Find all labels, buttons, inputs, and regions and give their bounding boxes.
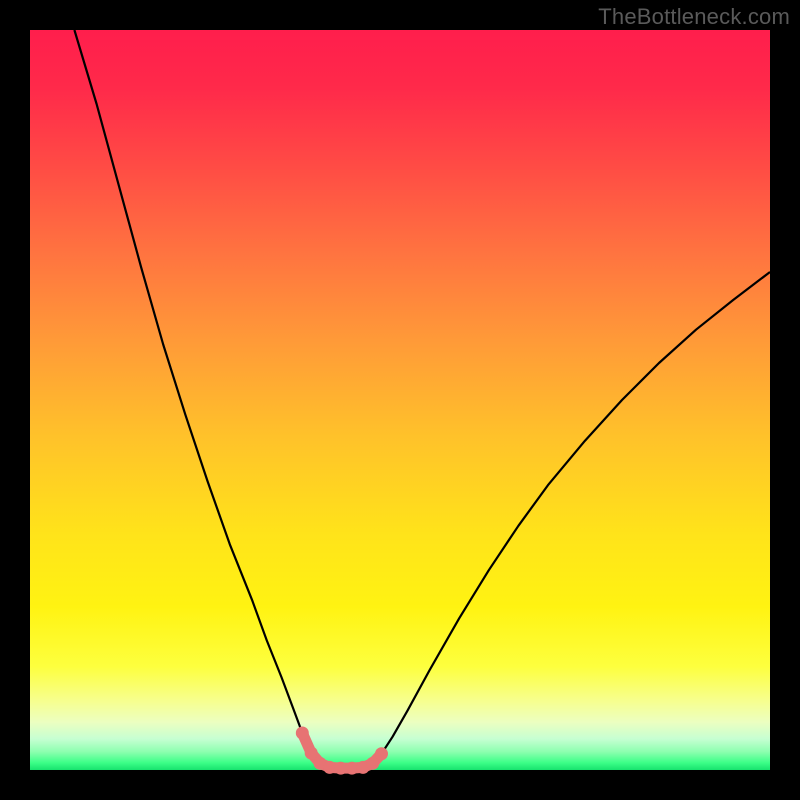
plot-area [30,30,770,770]
highlight-marker [323,761,336,774]
highlight-marker [334,762,347,775]
bottleneck-curve [74,30,770,768]
highlight-marker [375,747,388,760]
watermark-text: TheBottleneck.com [598,4,790,30]
highlight-markers [296,726,388,774]
highlight-marker [296,726,309,739]
chart-stage: TheBottleneck.com [0,0,800,800]
highlight-marker [305,746,318,759]
highlight-marker [366,757,379,770]
curve-layer [30,30,770,770]
highlight-marker [345,762,358,775]
